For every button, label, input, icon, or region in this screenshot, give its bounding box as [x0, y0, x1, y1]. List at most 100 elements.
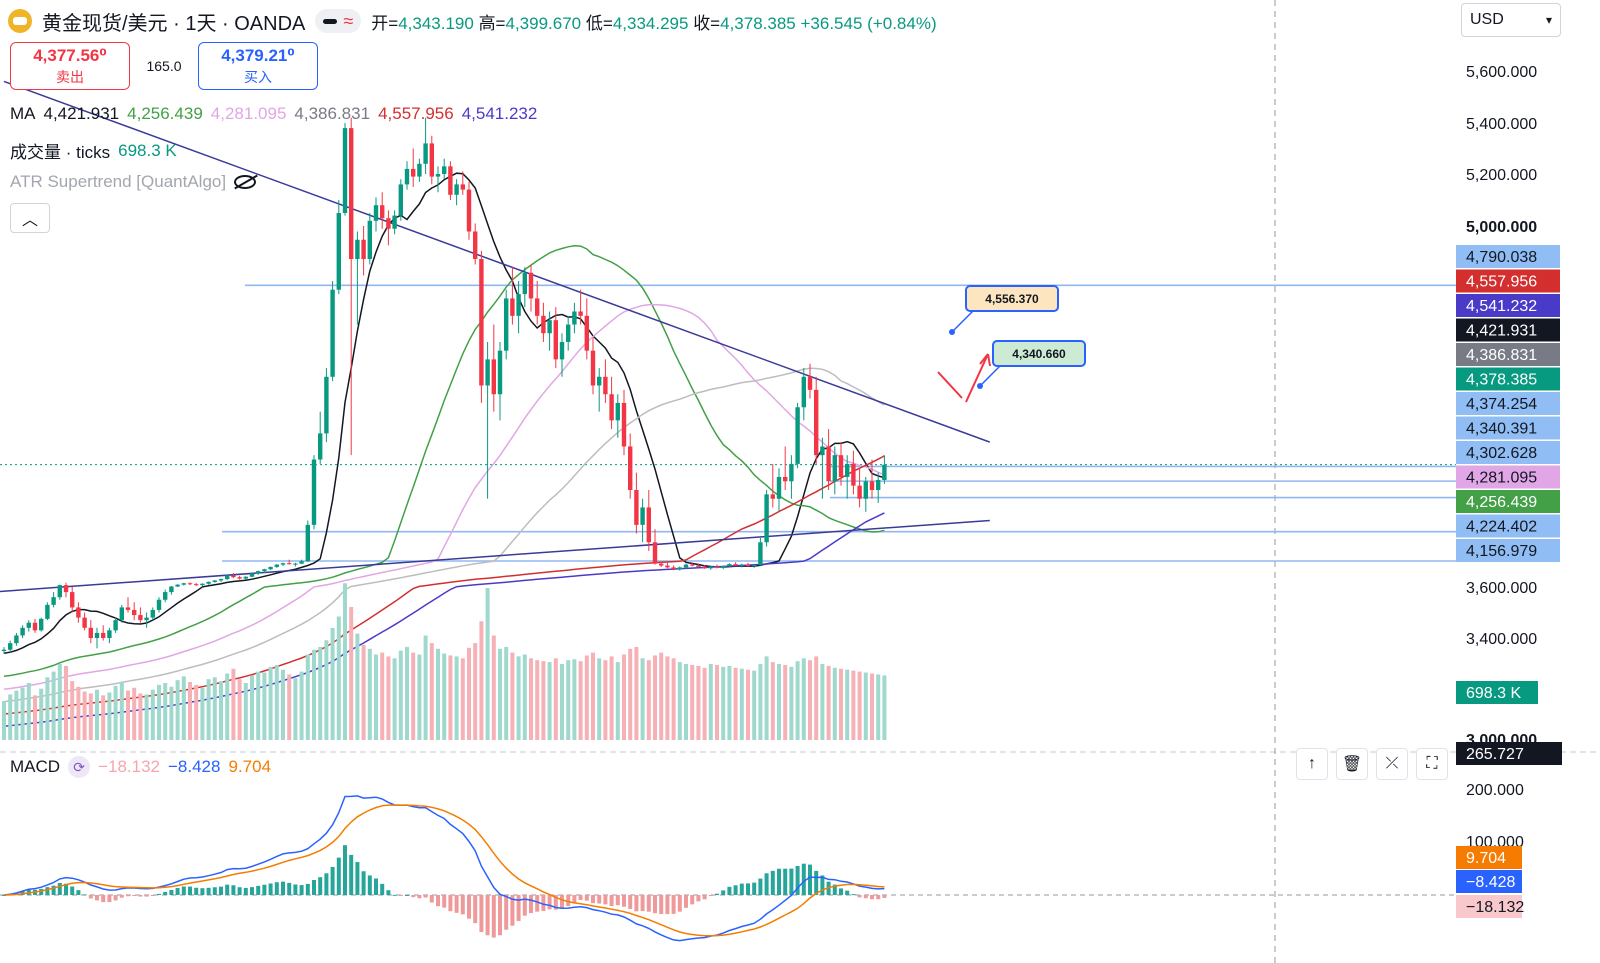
- macd-histogram-bar: [39, 888, 44, 895]
- volume-bar: [498, 648, 502, 740]
- candle-body: [256, 571, 261, 574]
- candle-body: [466, 189, 472, 232]
- callout-box: [992, 340, 1086, 367]
- volume-bar: [250, 675, 254, 740]
- volume-bar: [460, 658, 465, 740]
- price-label-text: 4,281.095: [1466, 470, 1537, 487]
- macd-histogram-bar: [752, 882, 757, 895]
- volume-bar: [355, 633, 360, 740]
- macd-histogram-bar: [113, 895, 118, 901]
- candle-body: [869, 481, 875, 491]
- macd-histogram-bar: [696, 895, 701, 902]
- candle-body: [361, 239, 366, 259]
- macd-histogram-bar: [739, 883, 744, 895]
- candle-body: [863, 481, 868, 499]
- volume-bar: [677, 662, 682, 740]
- volume-bar: [727, 665, 732, 740]
- chart-header: 黄金现货/美元 · 1天 · OANDA ≈ 开=4,343.190 高=4,3…: [8, 6, 937, 36]
- candle-body: [280, 563, 286, 565]
- collapse-legend-button[interactable]: ︿: [10, 203, 50, 233]
- volume-bar: [839, 668, 843, 740]
- maximize-pane-button[interactable]: ⛶: [1416, 748, 1448, 780]
- macd-histogram-bar: [175, 888, 180, 895]
- macd-histogram-bar: [770, 870, 775, 895]
- sell-button[interactable]: 4,377.56⁰ 卖出: [10, 42, 130, 90]
- open-value: 4,343.190: [398, 13, 474, 33]
- pane-toolbar: ↑ 🗑 ⤫ ⛶: [1296, 748, 1448, 780]
- volume-bar: [287, 674, 292, 740]
- volume-bar: [560, 664, 564, 740]
- macd-histogram-bar: [733, 885, 738, 895]
- volume-bar: [188, 682, 192, 740]
- refresh-icon[interactable]: ⟳: [68, 756, 91, 778]
- macd-histogram-bar: [851, 894, 856, 896]
- volume-bar: [671, 658, 676, 740]
- candle-body: [739, 564, 744, 566]
- volume-bar: [553, 658, 558, 740]
- candle-body: [646, 507, 651, 543]
- volume-bar: [237, 679, 242, 740]
- ma-legend[interactable]: MA 4,421.931 4,256.439 4,281.095 4,386.8…: [10, 104, 537, 124]
- candle-body: [94, 632, 100, 638]
- change-value: +36.545 (+0.84%): [800, 13, 937, 33]
- volume-bar: [615, 662, 620, 740]
- macd-histogram-bar: [398, 895, 403, 896]
- volume-bar: [578, 661, 583, 740]
- chart-mode-pill[interactable]: ≈: [315, 9, 362, 33]
- candle-body: [200, 583, 205, 586]
- move-pane-up-button[interactable]: ↑: [1296, 748, 1328, 780]
- volume-bar: [746, 669, 750, 740]
- volume-bar: [219, 681, 223, 740]
- candle-body: [733, 564, 738, 566]
- candle-body: [163, 592, 168, 600]
- volume-bar: [696, 665, 701, 740]
- candle-body: [293, 563, 298, 565]
- volume-bar: [411, 652, 416, 740]
- volume-bar: [535, 660, 540, 740]
- candle-body: [125, 607, 131, 610]
- candle-body: [274, 564, 279, 567]
- volume-bar: [522, 654, 527, 740]
- candle-body: [634, 490, 639, 525]
- volume-bar: [299, 671, 304, 740]
- candle-body: [876, 479, 881, 491]
- macd-histogram-bar: [553, 895, 558, 910]
- volume-label-text: 698.3 K: [1466, 685, 1521, 702]
- candle-body: [628, 446, 633, 491]
- volume-bar: [293, 678, 298, 740]
- macd-histogram-bar: [293, 884, 298, 895]
- volume-bar: [622, 654, 626, 740]
- macd-histogram-bar: [522, 895, 527, 916]
- macd-histogram-bar: [51, 885, 56, 895]
- macd-legend[interactable]: MACD ⟳ −18.132 −8.428 9.704: [10, 756, 271, 778]
- eye-off-icon[interactable]: [234, 175, 257, 189]
- macd-histogram-bar: [566, 895, 571, 907]
- candle-body: [572, 311, 577, 325]
- buy-button[interactable]: 4,379.21⁰ 买入: [198, 42, 318, 90]
- projection-arrow-down: [937, 371, 963, 399]
- volume-legend[interactable]: 成交量 · ticks 698.3 K: [10, 138, 177, 163]
- delete-pane-button[interactable]: 🗑: [1336, 748, 1368, 780]
- volume-bar: [597, 658, 602, 740]
- macd-signal-value: 9.704: [228, 757, 272, 776]
- callout-pointer: [979, 364, 1002, 387]
- volume-bar: [646, 660, 651, 740]
- price-label-bg: [1456, 367, 1560, 391]
- candle-body: [435, 174, 441, 177]
- macd-histogram-bar: [200, 888, 205, 895]
- candle-body: [194, 584, 199, 586]
- volume-bar: [70, 681, 75, 740]
- price-label-bg: [1456, 245, 1560, 268]
- candle-body: [776, 476, 782, 499]
- supertrend-label: ATR Supertrend [QuantAlgo]: [10, 172, 227, 191]
- macd-histogram-bar: [169, 889, 174, 895]
- supertrend-legend[interactable]: ATR Supertrend [QuantAlgo]: [10, 172, 257, 192]
- macd-histogram-bar: [671, 895, 676, 914]
- collapse-pane-button[interactable]: ⤫: [1376, 748, 1408, 780]
- currency-select[interactable]: USD ▾: [1461, 3, 1561, 37]
- symbol-title[interactable]: 黄金现货/美元 · 1天 · OANDA: [42, 12, 306, 35]
- volume-bar: [603, 660, 608, 740]
- ma-value-2: 4,256.439: [127, 104, 203, 123]
- volume-bar: [262, 672, 267, 740]
